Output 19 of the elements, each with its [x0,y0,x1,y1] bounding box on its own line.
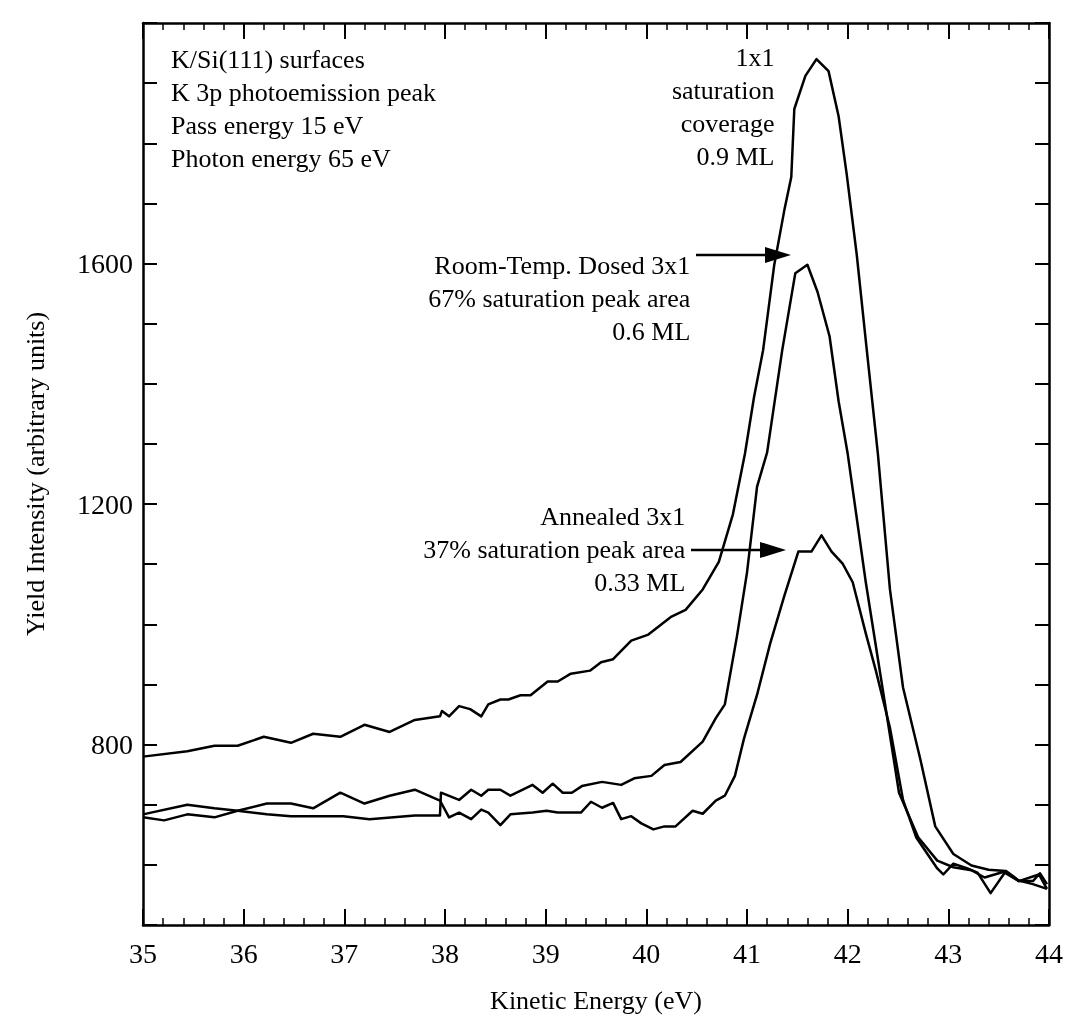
annotation: Room-Temp. Dosed 3x1 67% saturation peak area 0.6 ML [428,251,691,347]
x-tick-label: 42 [833,937,862,969]
x-axis-title: Kinetic Energy (eV) [490,985,702,1015]
y-tick-label: 1200 [77,488,133,520]
x-tick-label: 40 [632,937,661,969]
x-tick-label: 39 [531,937,560,969]
annotation: 1x1 saturation coverage 0.9 ML [671,43,775,171]
y-axis-title: Yield Intensity (arbitrary units) [20,311,50,637]
y-tick-label: 1600 [77,248,133,280]
x-tick-label: 44 [1035,937,1063,969]
x-tick-label: 38 [431,937,459,969]
annotation: Annealed 3x1 37% saturation peak area 0.33 ML [423,502,686,598]
x-tick-label: 35 [129,937,157,969]
annotation: K/Si(111) surfaces K 3p photoemission peak Pass energy 15 eV Photon energy 65 eV [171,45,437,173]
y-tick-label: 800 [91,729,133,761]
x-tick-label: 36 [229,937,258,969]
x-tick-label: 37 [330,937,359,969]
x-tick-label: 41 [733,937,761,969]
x-tick-label: 43 [934,937,963,969]
